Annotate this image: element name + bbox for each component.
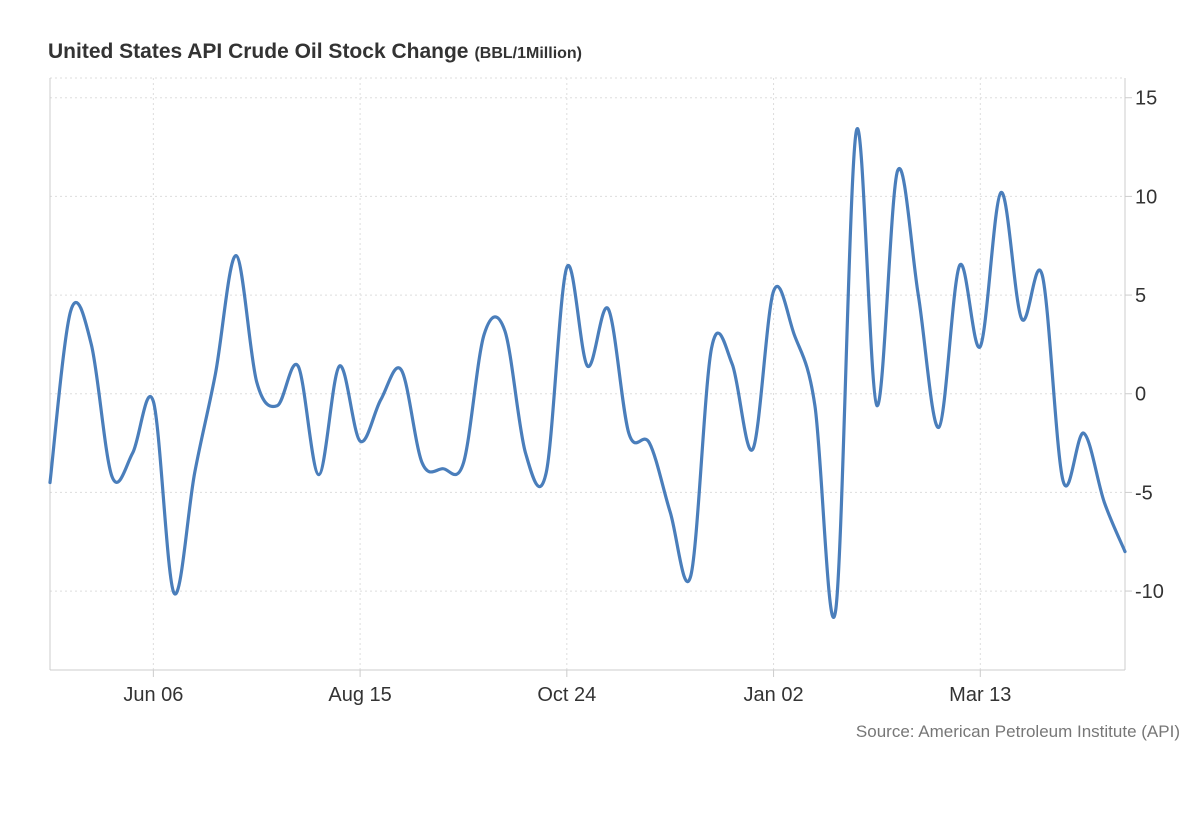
x-tick-label: Oct 24 <box>537 684 596 706</box>
x-tick-label: Aug 15 <box>328 684 391 706</box>
chart-title: United States API Crude Oil Stock Change… <box>48 40 582 64</box>
y-axis-labels: 15 10 5 0 -5 -10 <box>1135 88 1164 603</box>
series-line <box>48 127 1127 619</box>
x-tick-label: Mar 13 <box>949 684 1011 706</box>
y-tick-label: -10 <box>1135 581 1164 603</box>
chart-axes <box>49 78 1132 677</box>
y-tick-label: 15 <box>1135 88 1157 110</box>
y-tick-label: 10 <box>1135 186 1157 208</box>
chart-title-text: United States API Crude Oil Stock Change <box>48 40 469 63</box>
y-tick-label: -5 <box>1135 482 1153 504</box>
x-axis-labels: Jun 06 Aug 15 Oct 24 Jan 02 Mar 13 <box>123 684 1011 706</box>
source-note: Source: American Petroleum Institute (AP… <box>855 722 1180 741</box>
chart-unit: (BBL/1Million) <box>474 45 583 62</box>
grid-lines <box>50 77 1125 670</box>
x-tick-label: Jan 02 <box>744 684 804 706</box>
series-layer <box>48 127 1127 619</box>
y-tick-label: 0 <box>1135 384 1146 406</box>
y-tick-label: 5 <box>1135 285 1146 307</box>
x-tick-label: Jun 06 <box>123 684 183 706</box>
